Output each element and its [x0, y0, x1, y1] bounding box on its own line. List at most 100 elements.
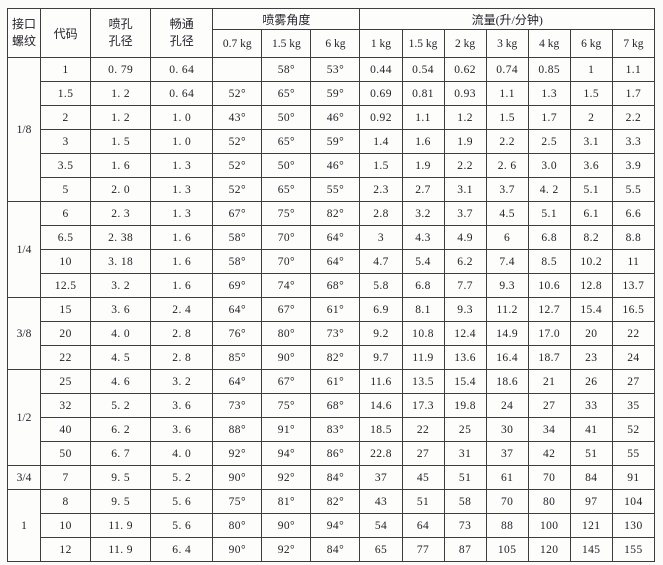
flow-cell: 2.2	[611, 105, 656, 130]
header-spray-hole-line1: 喷孔	[108, 16, 133, 31]
flow-cell: 22.8	[359, 441, 403, 466]
spray-hole-diameter-cell: 11. 9	[90, 513, 152, 538]
flow-cell: 6.8	[527, 225, 571, 250]
spray-hole-diameter-cell: 1. 5	[90, 129, 152, 154]
spray-hole-diameter-cell: 3. 18	[90, 249, 152, 274]
flow-cell: 51	[401, 489, 445, 514]
angle-cell: 94°	[261, 441, 312, 466]
table-row: 2 1. 2 1. 0 43° 50° 46° 0.92 1.1 1.2 1.5 1.7 2 2.2	[8, 105, 656, 130]
flow-cell: 1.9	[401, 153, 445, 178]
header-thread: 接口 螺纹	[6, 8, 42, 58]
flow-cell: 33	[569, 393, 613, 418]
angle-cell: 64°	[212, 369, 263, 394]
angle-cell: 92°	[212, 441, 263, 466]
clear-hole-diameter-cell: 2. 4	[150, 297, 214, 322]
flow-cell: 26	[569, 369, 613, 394]
flow-cell: 2.5	[527, 129, 571, 154]
flow-cell: 34	[527, 417, 571, 442]
angle-cell: 58°	[212, 225, 263, 250]
code-cell: 25	[40, 369, 92, 394]
code-cell: 6.5	[40, 225, 92, 250]
clear-hole-diameter-cell: 2. 8	[150, 321, 214, 346]
spray-hole-diameter-cell: 9. 5	[90, 489, 152, 514]
flow-cell: 9.3	[443, 297, 487, 322]
spray-hole-diameter-cell: 11. 9	[90, 537, 152, 562]
flow-cell: 6	[485, 225, 529, 250]
code-cell: 50	[40, 441, 92, 466]
header-code: 代码	[40, 8, 92, 58]
flow-cell: 4.5	[485, 201, 529, 226]
angle-cell: 80°	[261, 321, 312, 346]
angle-cell: 59°	[310, 81, 361, 106]
flow-cell: 100	[527, 513, 571, 538]
flow-cell: 2	[569, 105, 613, 130]
header-clear-hole-line2: 孔径	[169, 34, 194, 48]
table-row: 10 3. 18 1. 6 58° 70° 64° 4.7 5.4 6.2 7.4 8.5 10.2 1…	[8, 249, 656, 274]
flow-cell: 5.8	[359, 273, 403, 298]
header-clear-hole-line1: 畅通	[169, 16, 194, 31]
header-angle-pressure: 0.7 kg	[212, 29, 263, 58]
flow-cell: 31	[443, 441, 487, 466]
flow-cell: 54	[359, 513, 403, 538]
thread-size-cell: 1/4	[6, 201, 42, 298]
angle-cell: 65°	[261, 81, 312, 106]
flow-cell: 84	[569, 465, 613, 490]
angle-cell: 67°	[212, 201, 263, 226]
angle-cell: 65°	[261, 129, 312, 154]
angle-cell: 64°	[212, 297, 263, 322]
clear-hole-diameter-cell: 3. 6	[150, 393, 214, 418]
flow-cell: 5.1	[527, 201, 571, 226]
flow-cell: 45	[401, 465, 445, 490]
flow-cell: 0.92	[359, 105, 403, 130]
header-flow-rate: 流量(升/分钟)	[359, 8, 655, 30]
angle-cell: 94°	[310, 513, 361, 538]
flow-cell: 3.3	[611, 129, 656, 154]
flow-cell: 155	[611, 537, 656, 562]
flow-cell: 6.9	[359, 297, 403, 322]
flow-cell: 16.5	[611, 297, 656, 322]
code-cell: 20	[40, 321, 92, 346]
angle-cell: 70°	[261, 225, 312, 250]
thread-size-cell: 1/2	[6, 369, 42, 466]
flow-cell: 7.7	[443, 273, 487, 298]
angle-cell: 70°	[261, 249, 312, 274]
flow-cell: 1.6	[401, 129, 445, 154]
flow-cell: 1.5	[359, 153, 403, 178]
flow-cell: 13.6	[443, 345, 487, 370]
flow-cell: 70	[527, 465, 571, 490]
flow-cell: 11	[611, 249, 656, 274]
angle-cell: 65°	[261, 177, 312, 202]
flow-cell: 91	[611, 465, 656, 490]
clear-hole-diameter-cell: 1. 3	[150, 201, 214, 226]
table-row: 3.5 1. 6 1. 3 52° 50° 46° 1.5 1.9 2.2 2. 6 3.0 3.6 3…	[8, 153, 656, 178]
angle-cell: 90°	[261, 513, 312, 538]
clear-hole-diameter-cell: 1. 0	[150, 105, 214, 130]
clear-hole-diameter-cell: 1. 3	[150, 177, 214, 202]
table-row: 20 4. 0 2. 8 76° 80° 73° 9.2 10.8 12.4 14.9 17.0 20…	[8, 321, 656, 346]
table-row: 32 5. 2 3. 6 73° 75° 68° 14.6 17.3 19.8 24 27 33 35	[8, 393, 656, 418]
flow-cell: 2.2	[485, 129, 529, 154]
spray-hole-diameter-cell: 3. 6	[90, 297, 152, 322]
flow-cell: 9.3	[485, 273, 529, 298]
table-row: 12 11. 9 6. 4 90° 92° 84° 65 77 87 105 120 145 155	[8, 537, 656, 562]
flow-cell: 24	[485, 393, 529, 418]
flow-cell: 5.4	[401, 249, 445, 274]
code-cell: 2	[40, 105, 92, 130]
angle-cell: 50°	[261, 153, 312, 178]
angle-cell: 61°	[310, 369, 361, 394]
flow-cell: 27	[611, 369, 656, 394]
spray-hole-diameter-cell: 1. 6	[90, 153, 152, 178]
code-cell: 8	[40, 489, 92, 514]
flow-cell: 3.7	[485, 177, 529, 202]
flow-cell: 27	[401, 441, 445, 466]
flow-cell: 3.0	[527, 153, 571, 178]
flow-cell: 37	[485, 441, 529, 466]
angle-cell: 69°	[212, 273, 263, 298]
code-cell: 15	[40, 297, 92, 322]
flow-cell: 11.2	[485, 297, 529, 322]
flow-cell: 4.9	[443, 225, 487, 250]
flow-cell: 1.7	[611, 81, 656, 106]
thread-size-cell: 1	[6, 489, 42, 562]
angle-cell: 82°	[310, 345, 361, 370]
